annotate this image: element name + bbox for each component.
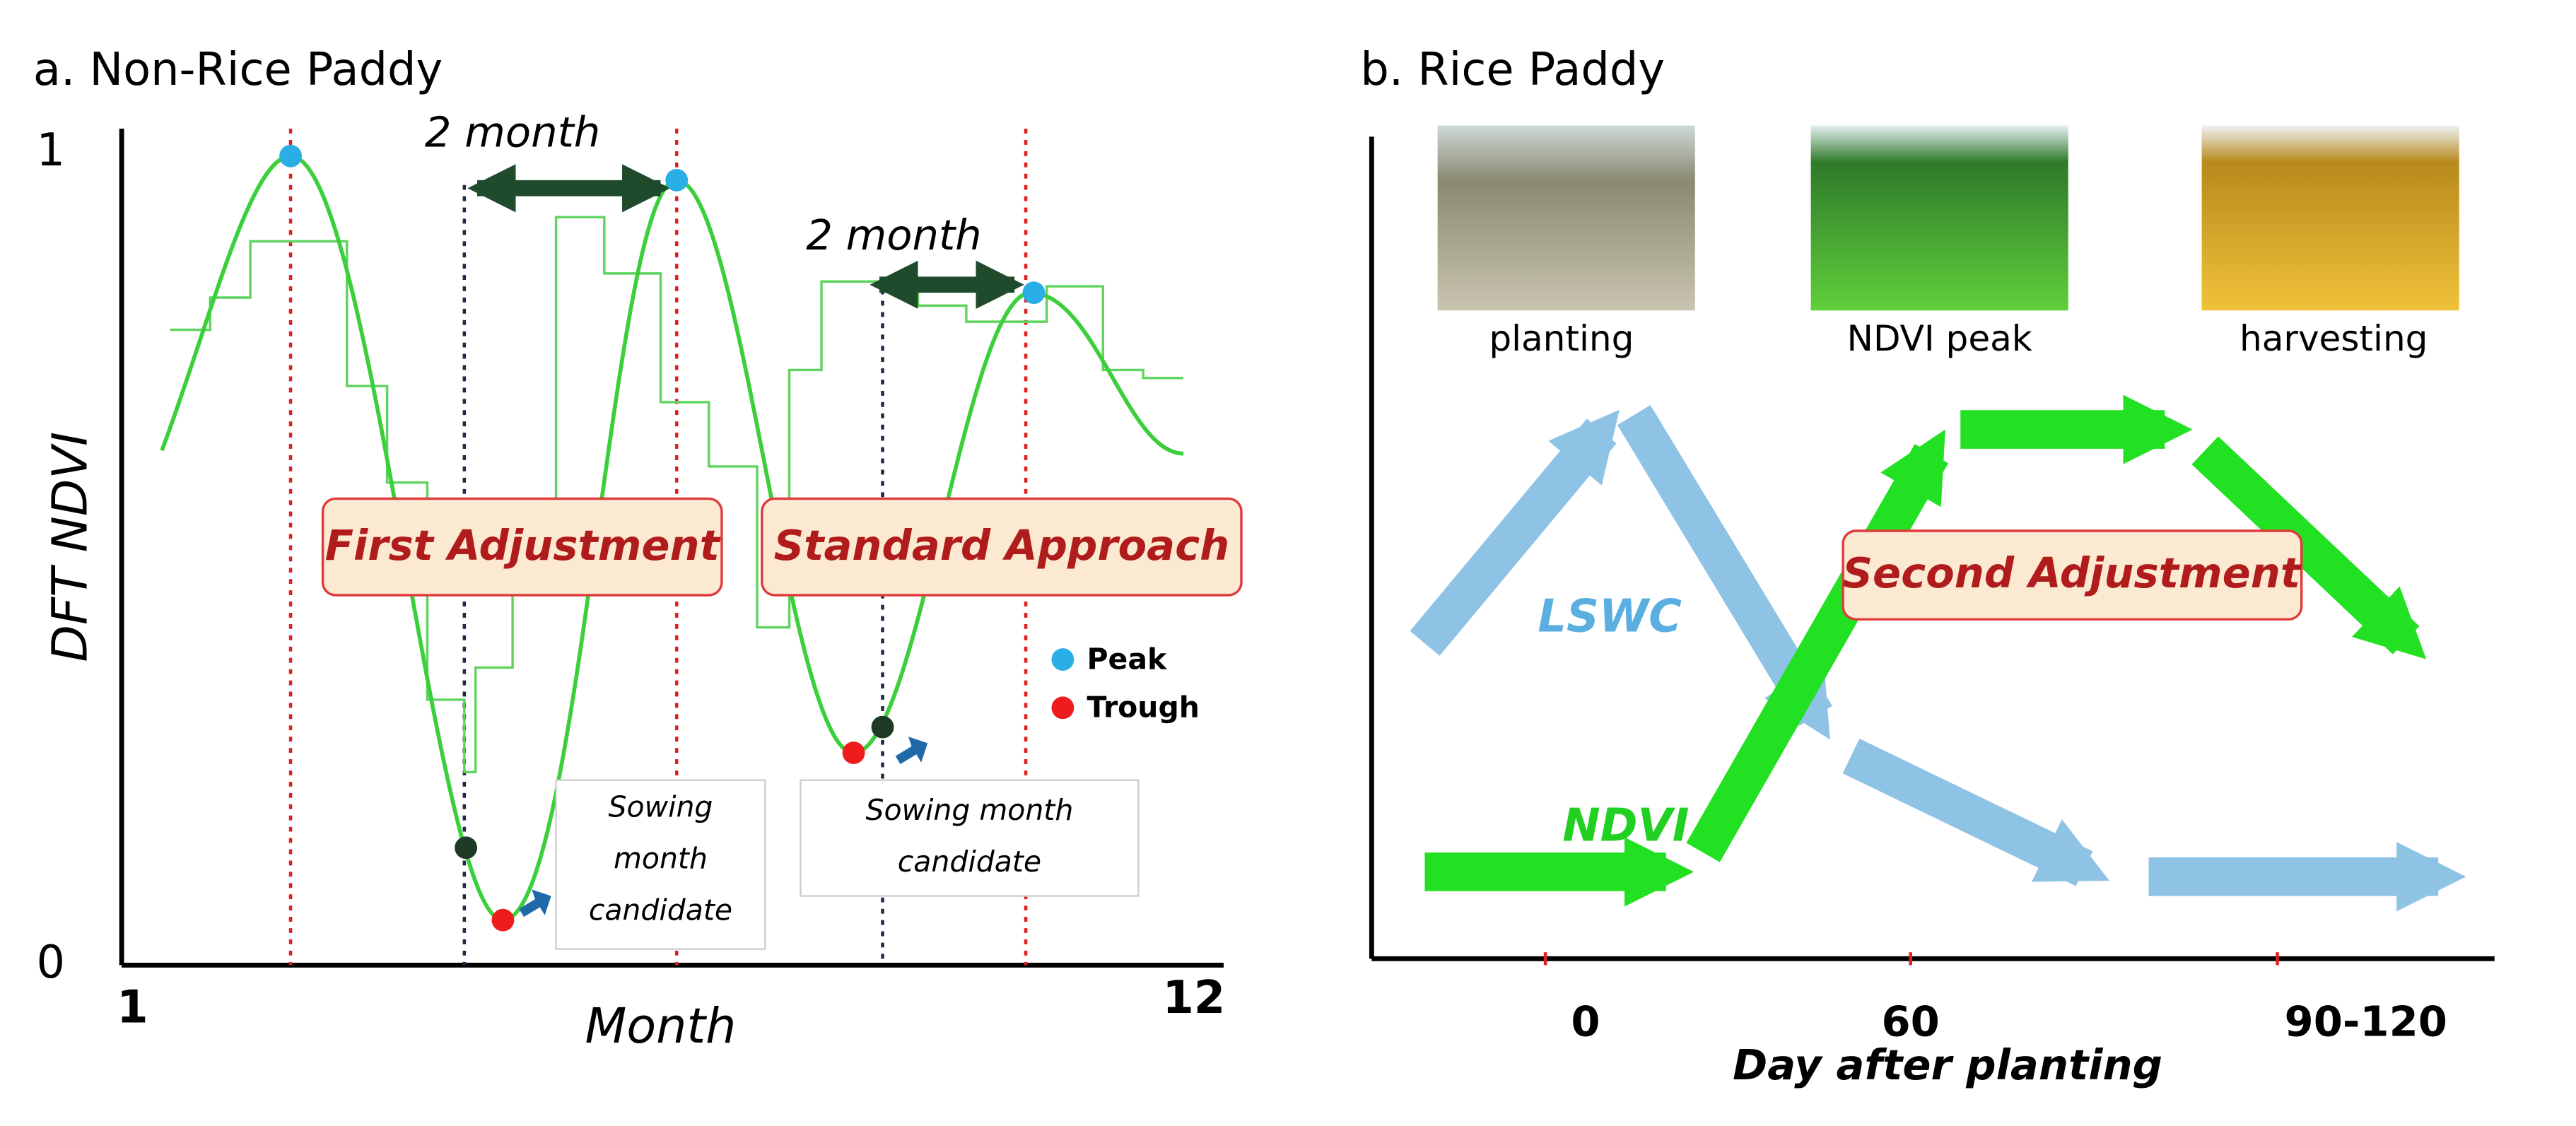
label: First Adjustment — [325, 521, 722, 570]
photo-label: planting — [1489, 318, 1634, 359]
note: candidate — [589, 893, 732, 927]
lswc-arrows — [1410, 405, 2466, 912]
label: Standard Approach — [774, 521, 1230, 570]
photo-label: NDVI peak — [1847, 318, 2032, 359]
points — [279, 144, 1046, 932]
label-box — [761, 497, 1243, 597]
legend-label: Peak — [1087, 642, 1168, 676]
panel-title: b. Rice Paddy — [1360, 44, 1665, 96]
series-label: LSWC — [1538, 591, 1682, 643]
note: month — [614, 842, 708, 876]
note: Sowing — [609, 790, 713, 824]
dft-curve — [160, 153, 1184, 922]
x-label: Month — [585, 999, 736, 1055]
x-label: Day after planting — [1733, 1040, 2162, 1089]
tick-marks — [1543, 952, 2279, 966]
note: Sowing month — [866, 793, 1074, 827]
panel-a: a. Non-Rice Paddy 1 0 1 12 Month DFT NDV… — [33, 44, 1243, 1055]
label-box — [321, 497, 723, 597]
legend-dot — [1051, 648, 1075, 671]
tick-label: 90-120 — [2285, 997, 2447, 1046]
note-box — [555, 779, 766, 950]
tick-label: 0 — [1571, 997, 1600, 1046]
photo — [2201, 125, 2459, 311]
legend-dot — [1051, 696, 1075, 720]
label-box — [1842, 529, 2303, 621]
photo — [1437, 125, 1695, 311]
photo — [1810, 125, 2068, 311]
interval-label: 2 month — [806, 211, 981, 259]
y-label: DFT NDVI — [42, 432, 98, 662]
photo-label: harvesting — [2240, 318, 2428, 359]
x-right: 12 — [1162, 972, 1225, 1024]
label: Second Adjustment — [1842, 549, 2302, 597]
legend-label: Trough — [1087, 691, 1200, 725]
tick-label: 60 — [1882, 997, 1940, 1046]
panel-b: b. Rice Paddy planting NDVI peak harvest… — [1360, 44, 2495, 1089]
y-top: 1 — [36, 124, 65, 177]
panel-title: a. Non-Rice Paddy — [33, 44, 443, 96]
step-line — [170, 216, 1184, 774]
series-label: NDVI — [1562, 800, 1689, 852]
note-box — [800, 779, 1140, 897]
note: candidate — [898, 845, 1041, 879]
y-bottom: 0 — [36, 937, 65, 989]
ndvi-arrows — [1424, 394, 2427, 907]
x-left: 1 — [117, 982, 148, 1034]
interval-label: 2 month — [425, 107, 600, 156]
